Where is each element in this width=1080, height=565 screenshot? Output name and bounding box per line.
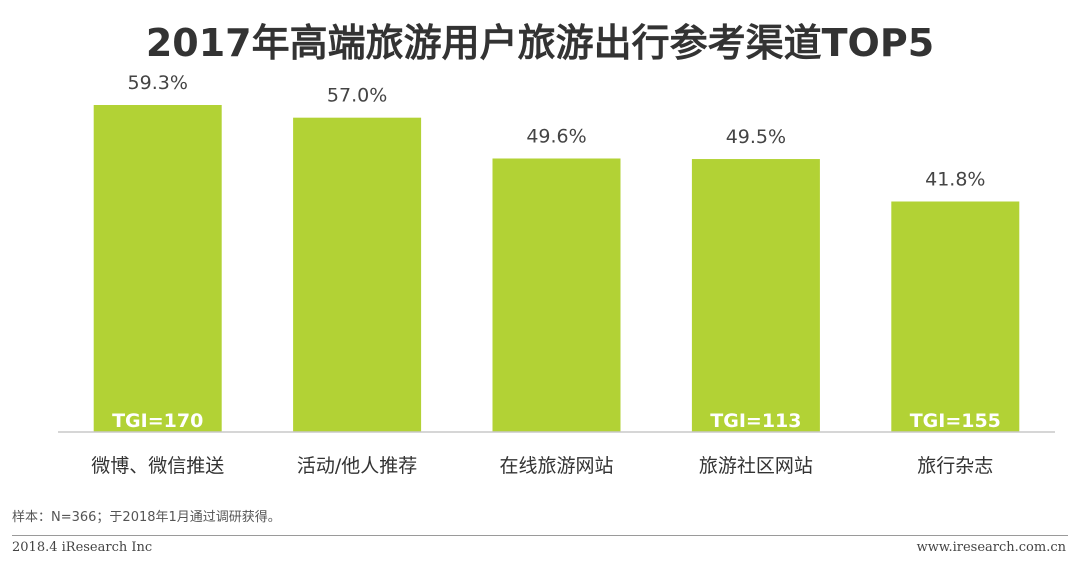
bar-chart: 59.3% TGI=170 微博、微信推送 57.0% 活动/他人推荐 49.6% 在线旅游…	[58, 72, 1055, 477]
category-label-3: 旅游社区网站	[699, 455, 813, 477]
category-label-2: 在线旅游网站	[499, 455, 613, 477]
tgi-label-3: TGI=113	[710, 410, 801, 432]
bar-0	[93, 105, 222, 432]
footer-copyright: 2018.4 iResearch Inc	[12, 540, 153, 555]
bar-1	[293, 117, 422, 432]
chart-title: 2017年高端旅游用户旅游出行参考渠道TOP5	[145, 21, 935, 65]
value-label-1: 57.0%	[327, 85, 387, 107]
category-label-0: 微博、微信推送	[91, 455, 224, 477]
footer-divider	[12, 535, 1068, 536]
footer-website: www.iresearch.com.cn	[916, 540, 1066, 555]
bar-4	[891, 201, 1020, 432]
category-label-4: 旅行杂志	[917, 455, 993, 477]
value-label-4: 41.8%	[925, 169, 985, 191]
tgi-label-4: TGI=155	[910, 410, 1001, 432]
bars-group: 59.3% TGI=170 微博、微信推送 57.0% 活动/他人推荐 49.6% 在线旅游…	[91, 72, 1020, 477]
bar-2	[492, 158, 621, 432]
bar-3	[691, 159, 820, 432]
category-label-1: 活动/他人推荐	[297, 455, 417, 477]
value-label-2: 49.6%	[526, 125, 586, 147]
tgi-label-0: TGI=170	[112, 410, 203, 432]
value-label-0: 59.3%	[128, 72, 188, 94]
value-label-3: 49.5%	[726, 126, 786, 148]
sample-note: 样本：N=366；于2018年1月通过调研获得。	[12, 510, 281, 525]
